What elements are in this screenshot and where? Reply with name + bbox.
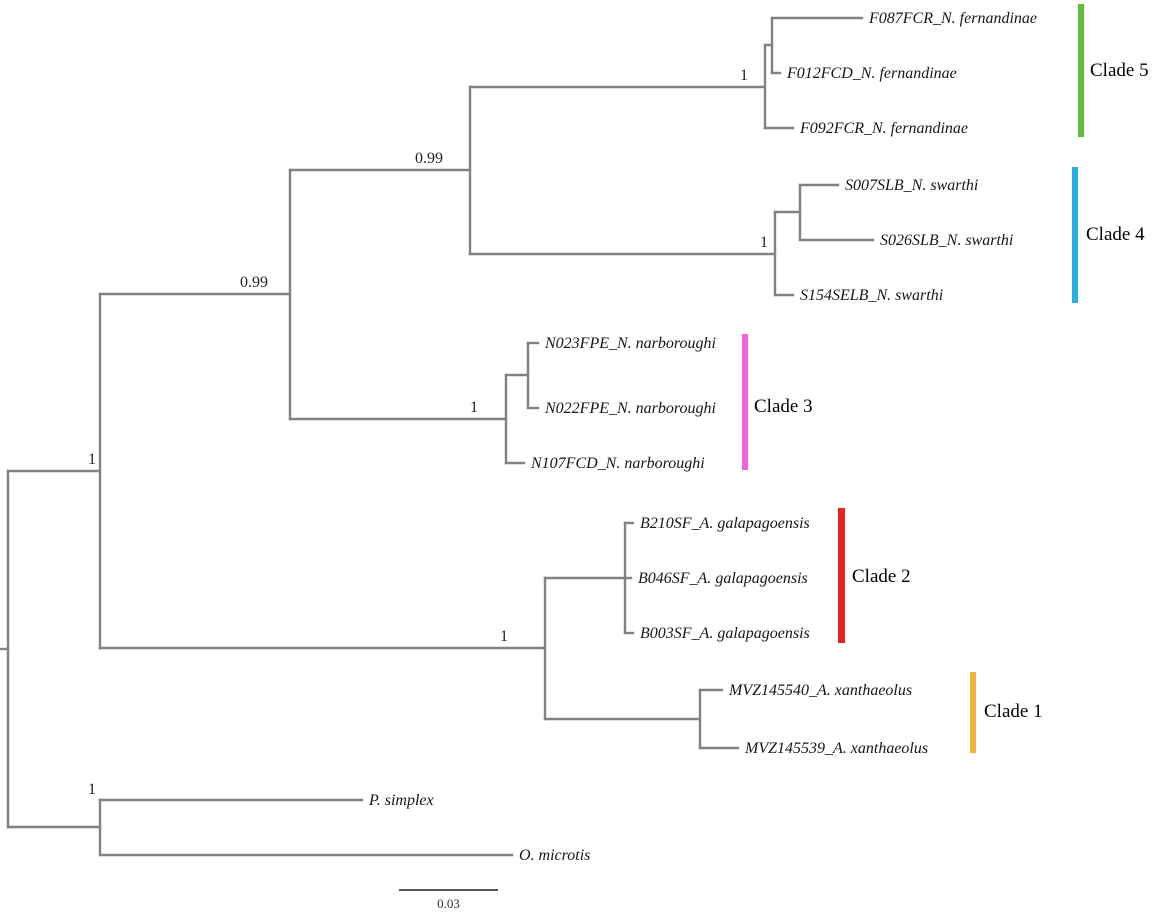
tip-label: F012FCD_N. fernandinae xyxy=(786,65,957,82)
clade-bar xyxy=(970,672,976,753)
clade-label-2: Clade 2 xyxy=(852,566,911,587)
support-value: 1 xyxy=(740,67,748,84)
clade-bar xyxy=(742,334,748,470)
scale-bar-label: 0.03 xyxy=(437,896,460,911)
tip-label: S007SLB_N. swarthi xyxy=(845,177,978,194)
tip-label: S154SELB_N. swarthi xyxy=(800,287,943,304)
support-value: 0.99 xyxy=(415,150,443,167)
tip-label: O. microtis xyxy=(519,847,590,864)
support-value: 1 xyxy=(88,451,96,468)
clade-label-5: Clade 5 xyxy=(1090,60,1149,81)
support-value: 1 xyxy=(470,399,478,416)
clade-label-1: Clade 1 xyxy=(984,701,1043,722)
clade-label-3: Clade 3 xyxy=(754,396,813,417)
tip-label: N023FPE_N. narboroughi xyxy=(544,335,716,352)
tip-label: B046SF_A. galapagoensis xyxy=(638,570,808,587)
tip-label: MVZ145539_A. xanthaeolus xyxy=(744,740,928,757)
support-value: 1 xyxy=(88,781,96,798)
tip-label: B210SF_A. galapagoensis xyxy=(640,515,810,532)
tip-label: S026SLB_N. swarthi xyxy=(880,232,1013,249)
tip-label: MVZ145540_A. xanthaeolus xyxy=(728,682,912,699)
clade-label-4: Clade 4 xyxy=(1086,224,1145,245)
support-value: 0.99 xyxy=(240,274,268,291)
tip-label: F087FCR_N. fernandinae xyxy=(868,10,1037,27)
support-value: 1 xyxy=(760,234,768,251)
tip-label: B003SF_A. galapagoensis xyxy=(640,625,810,642)
tip-label: F092FCR_N. fernandinae xyxy=(799,120,968,137)
clade-bar xyxy=(838,508,845,643)
tip-label: N107FCD_N. narboroughi xyxy=(530,455,705,472)
tip-label: P. simplex xyxy=(368,792,434,809)
tip-label: N022FPE_N. narboroughi xyxy=(544,400,716,417)
support-value: 1 xyxy=(500,628,508,645)
clade-bar xyxy=(1072,167,1078,303)
clade-bar xyxy=(1078,4,1084,137)
